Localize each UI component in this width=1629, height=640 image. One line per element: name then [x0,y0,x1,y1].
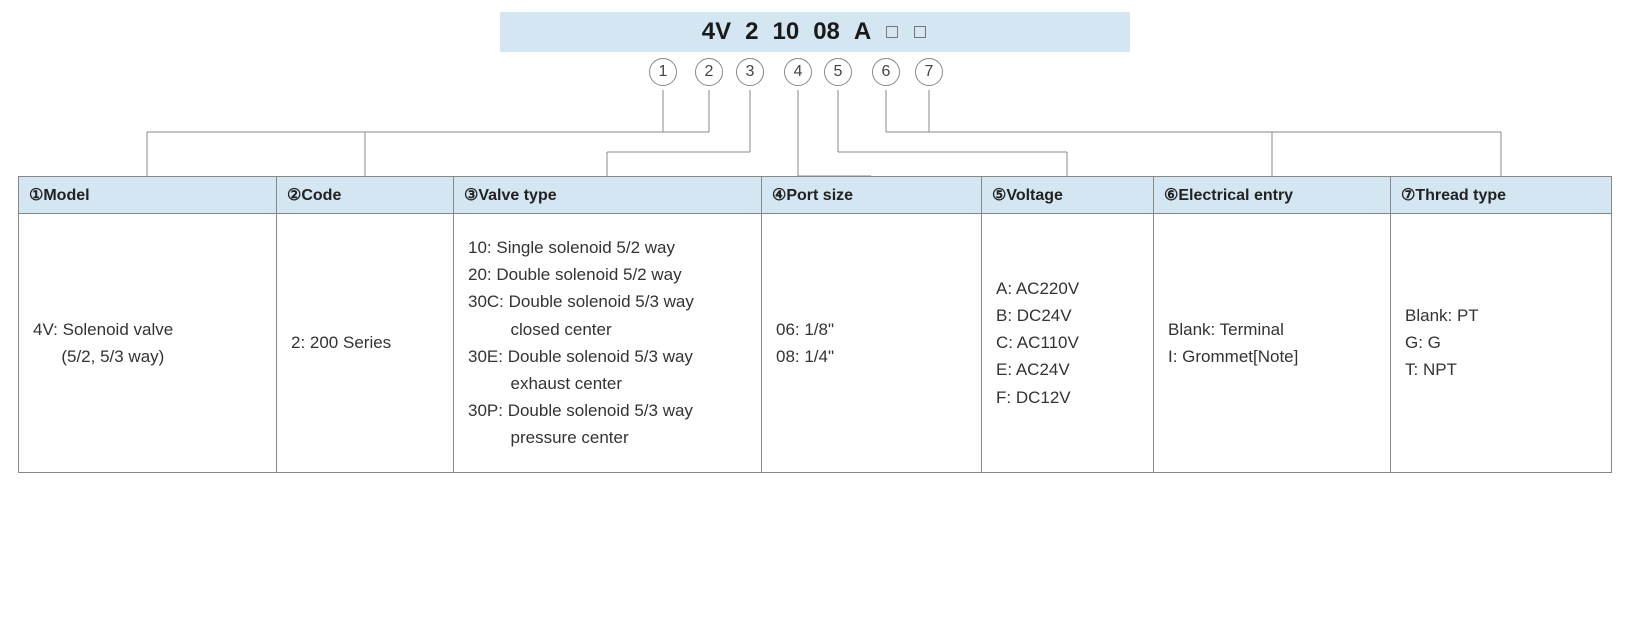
col-header-6: ⑥Electrical entry [1154,177,1391,214]
index-circles-row: 1234567 [18,56,1611,90]
col-header-num-6: ⑥ [1164,187,1178,204]
cell-line: A: AC220V [996,275,1139,302]
cell-line: T: NPT [1405,356,1597,383]
col-header-title-1: Model [43,187,89,204]
index-circle-6: 6 [872,58,900,86]
cell-line: I: Grommet[Note] [1168,343,1376,370]
col-header-4: ④Port size [762,177,982,214]
connector-lines [18,90,1611,176]
col-header-num-1: ① [29,187,43,204]
col-header-title-7: Thread type [1415,187,1506,204]
cell-line: 30C: Double solenoid 5/3 way [468,288,747,315]
cell-line: 08: 1/4" [776,343,967,370]
cell-line: closed center [468,316,747,343]
cell-line: 06: 1/8" [776,316,967,343]
cell-line: 30E: Double solenoid 5/3 way [468,343,747,370]
index-circle-5: 5 [824,58,852,86]
cell-line: F: DC12V [996,384,1139,411]
col-header-num-5: ⑤ [992,187,1006,204]
col-header-title-6: Electrical entry [1178,187,1293,204]
col-cell-6: Blank: TerminalI: Grommet[Note] [1154,214,1391,473]
col-header-title-4: Port size [786,187,853,204]
col-header-title-2: Code [301,187,341,204]
placeholder-box [914,26,926,38]
col-header-num-2: ② [287,187,301,204]
cell-line: 4V: Solenoid valve [33,316,262,343]
code-segment-5: A [854,18,871,46]
col-header-2: ②Code [277,177,454,214]
col-cell-7: Blank: PTG: GT: NPT [1391,214,1612,473]
cell-line: (5/2, 5/3 way) [33,343,262,370]
cell-line: pressure center [468,424,747,451]
index-circle-3: 3 [736,58,764,86]
cell-line: E: AC24V [996,356,1139,383]
cell-line: 2: 200 Series [291,329,439,356]
ordering-code-diagram: 4V21008A 1234567 ①Model②Code③Valve type④… [0,0,1629,473]
table-body-row: 4V: Solenoid valve (5/2, 5/3 way) 2: 200 … [19,214,1612,473]
cell-line: B: DC24V [996,302,1139,329]
placeholder-box [886,26,898,38]
col-header-7: ⑦Thread type [1391,177,1612,214]
cell-line: 10: Single solenoid 5/2 way [468,234,747,261]
code-segment-4: 08 [813,18,840,46]
cell-line: G: G [1405,329,1597,356]
col-header-num-3: ③ [464,187,478,204]
col-header-5: ⑤Voltage [982,177,1154,214]
col-cell-4: 06: 1/8"08: 1/4" [762,214,982,473]
index-circle-1: 1 [649,58,677,86]
cell-line: exhaust center [468,370,747,397]
col-header-1: ①Model [19,177,277,214]
col-header-title-5: Voltage [1006,187,1063,204]
col-header-num-7: ⑦ [1401,187,1415,204]
cell-line: 30P: Double solenoid 5/3 way [468,397,747,424]
cell-line: C: AC110V [996,329,1139,356]
code-segment-1: 4V [702,18,731,46]
table-header-row: ①Model②Code③Valve type④Port size⑤Voltage… [19,177,1612,214]
col-header-num-4: ④ [772,187,786,204]
index-circle-4: 4 [784,58,812,86]
col-header-3: ③Valve type [454,177,762,214]
col-cell-5: A: AC220VB: DC24VC: AC110VE: AC24VF: DC1… [982,214,1154,473]
spec-table: ①Model②Code③Valve type④Port size⑤Voltage… [18,176,1612,473]
col-cell-2: 2: 200 Series [277,214,454,473]
cell-line: Blank: PT [1405,302,1597,329]
col-cell-3: 10: Single solenoid 5/2 way20: Double so… [454,214,762,473]
cell-line: 20: Double solenoid 5/2 way [468,261,747,288]
index-circle-2: 2 [695,58,723,86]
code-segment-2: 2 [745,18,758,46]
code-segment-3: 10 [772,18,799,46]
cell-line: Blank: Terminal [1168,316,1376,343]
col-header-title-3: Valve type [478,187,556,204]
code-bar: 4V 2 10 08 A [500,12,1130,52]
col-cell-1: 4V: Solenoid valve (5/2, 5/3 way) [19,214,277,473]
index-circle-7: 7 [915,58,943,86]
